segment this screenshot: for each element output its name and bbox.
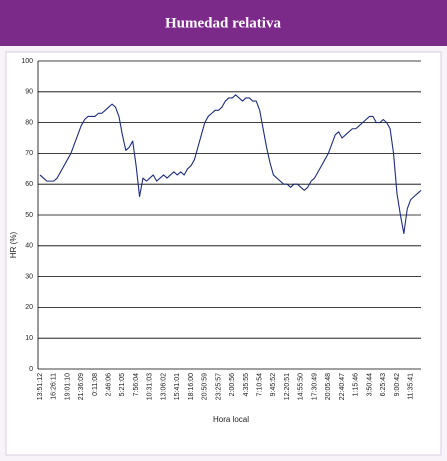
- header: [0, 0, 447, 46]
- x-tick-label: 4:35:55: [243, 373, 250, 396]
- y-tick-label: 30: [25, 273, 33, 280]
- x-tick-label: 9:45:52: [270, 373, 277, 396]
- x-tick-label: 10:31:03: [147, 373, 154, 400]
- x-tick-label: 11:35:41: [408, 373, 415, 400]
- x-tick-label: 22:40:47: [339, 373, 346, 400]
- y-tick-label: 80: [25, 119, 33, 126]
- x-tick-label: 20:50:59: [202, 373, 209, 400]
- x-tick-label: 12:20:51: [284, 373, 291, 400]
- x-tick-label: 13:06:02: [160, 373, 167, 400]
- y-tick-label: 10: [25, 335, 33, 342]
- x-tick-label: 6:25:43: [380, 373, 387, 396]
- x-tick-label: 2:46:06: [105, 373, 112, 396]
- x-tick-label: 5:21:05: [119, 373, 126, 396]
- chart-title: Humedad relativa: [165, 15, 281, 31]
- x-tick-label: 7:10:54: [257, 373, 264, 396]
- x-tick-label: 23:25:57: [215, 373, 222, 400]
- y-tick-label: 90: [25, 89, 33, 96]
- x-tick-label: 19:01:10: [64, 373, 71, 400]
- x-tick-label: 1:15:46: [353, 373, 360, 396]
- x-tick-label: 15:41:01: [174, 373, 181, 400]
- y-axis-label: HR (%): [9, 232, 18, 259]
- x-tick-label: 17:30:49: [311, 373, 318, 400]
- y-tick-label: 0: [29, 366, 33, 373]
- x-tick-label: 18:16:00: [188, 373, 195, 400]
- y-tick-label: 60: [25, 181, 33, 188]
- x-tick-label: 20:05:48: [325, 373, 332, 400]
- x-tick-label: 9:00:42: [394, 373, 401, 396]
- y-tick-label: 20: [25, 304, 33, 311]
- x-tick-label: 0:11:08: [92, 373, 99, 396]
- x-tick-label: 2:00:56: [229, 373, 236, 396]
- x-tick-label: 13:51:12: [37, 373, 44, 400]
- y-tick-label: 50: [25, 212, 33, 219]
- x-tick-label: 21:36:09: [78, 373, 85, 400]
- y-tick-label: 100: [21, 58, 33, 65]
- x-tick-label: 14:55:50: [298, 373, 305, 400]
- x-tick-label: 7:56:04: [133, 373, 140, 396]
- y-tick-label: 40: [25, 243, 33, 250]
- x-axis-label: Hora local: [213, 415, 249, 424]
- x-tick-label: 3:50:44: [366, 373, 373, 396]
- chart-box: [5, 51, 442, 456]
- line: [39, 94, 422, 235]
- x-tick-label: 16:26:11: [51, 373, 58, 400]
- y-tick-label: 70: [25, 150, 33, 157]
